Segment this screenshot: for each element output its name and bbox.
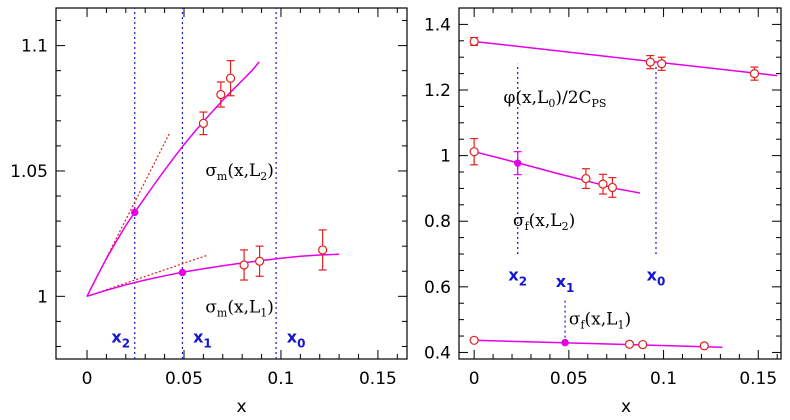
panel-right: 0 0.05 0.1 0.15 0.4 0.6 0.8 1 1.2 1.4 x x2 x1 x0 φ(x,L… — [424, 7, 782, 417]
y-tick-label: 1.2 — [424, 81, 451, 101]
data-point — [749, 69, 760, 79]
plot-frame — [458, 7, 782, 360]
data-point — [318, 245, 328, 255]
x-tick-label: 0.05 — [550, 369, 588, 389]
data-point — [469, 147, 479, 157]
y-tick-label: 1 — [37, 287, 48, 307]
data-point — [638, 339, 648, 350]
curve-label: σm​(x,L2​) — [205, 161, 274, 183]
x1-label: x1 — [556, 272, 575, 295]
y-tick-label: 0.4 — [424, 343, 451, 363]
y-tick-label: 1.05 — [10, 162, 48, 182]
x1-label: x1 — [193, 328, 212, 351]
curve-label: σf​(x,L2​) — [513, 211, 575, 233]
fit-curve — [474, 40, 778, 77]
x0-label: x0 — [287, 328, 306, 351]
fit-curve — [86, 61, 260, 297]
x-tick-label: 0.1 — [650, 369, 677, 389]
fit-curve — [86, 253, 340, 298]
series-1: σf​(x,L2​) — [469, 137, 641, 233]
curve-label: σm​(x,L1​) — [205, 298, 274, 320]
y-tick-label: 1.1 — [21, 37, 48, 57]
fit-curve — [474, 339, 723, 348]
series-2: σf​(x,L1​) — [469, 310, 723, 351]
y-tick-label: 0.8 — [424, 212, 451, 232]
data-point — [645, 57, 655, 67]
x2-label: x2 — [111, 328, 130, 351]
series-1: σm​(x,L1​) — [86, 229, 340, 320]
plot-frame — [55, 7, 408, 360]
tangent-line — [86, 133, 170, 297]
x0-label: x0 — [647, 265, 666, 288]
data-point — [581, 173, 591, 184]
data-point — [469, 335, 479, 345]
data-point — [657, 59, 667, 69]
y-tick-label: 0.6 — [424, 278, 451, 298]
data-point — [239, 260, 249, 270]
y-tick-label: 1 — [440, 147, 451, 167]
interpolated-point — [514, 159, 522, 167]
data-point — [598, 179, 608, 189]
data-point — [607, 182, 618, 193]
panel-left: 0 0.05 0.1 0.15 1 1.05 1.1 x x2 x1 x0 σm​(x,L2​) σm​… — [10, 7, 408, 417]
data-point — [198, 118, 208, 128]
x2-label: x2 — [508, 265, 527, 288]
x-tick-label: 0 — [469, 369, 480, 389]
data-point — [469, 36, 479, 47]
interpolated-point — [131, 208, 139, 217]
x-tick-label: 0.15 — [739, 369, 777, 389]
data-point — [624, 339, 635, 349]
series-0: σm​(x,L2​) — [86, 60, 274, 297]
series-0: φ(x,L0​)/2CPS — [469, 36, 778, 110]
curve-label: φ(x,L0​)/2CPS — [504, 88, 607, 110]
data-point — [699, 341, 709, 351]
data-point — [255, 256, 265, 266]
data-point — [225, 73, 236, 83]
x-tick-label: 0.15 — [359, 369, 397, 389]
x-axis-title: x — [621, 397, 631, 417]
interpolated-point — [178, 268, 187, 277]
x-tick-label: 0 — [82, 369, 93, 389]
y-tick-label: 1.4 — [424, 15, 451, 35]
curve-label: σf​(x,L1​) — [569, 310, 631, 332]
x-tick-label: 0.05 — [165, 369, 203, 389]
x-axis-title: x — [236, 397, 246, 417]
x-tick-label: 0.1 — [267, 369, 294, 389]
interpolated-point — [561, 338, 569, 347]
data-point — [216, 89, 226, 100]
